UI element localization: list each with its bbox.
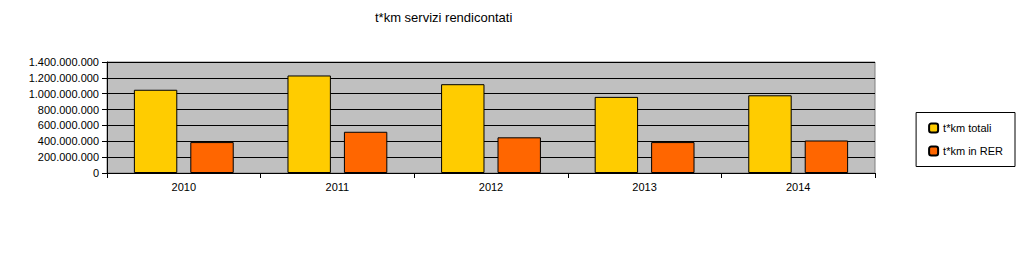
svg-text:800.000.000: 800.000.000 xyxy=(38,104,99,116)
svg-text:t*km in RER: t*km in RER xyxy=(943,145,1003,157)
svg-text:2014: 2014 xyxy=(786,181,810,193)
svg-text:2012: 2012 xyxy=(479,181,503,193)
svg-text:1.400.000.000: 1.400.000.000 xyxy=(29,56,99,68)
svg-text:2011: 2011 xyxy=(326,181,350,193)
svg-text:400.000.000: 400.000.000 xyxy=(38,135,99,147)
svg-text:2013: 2013 xyxy=(632,181,656,193)
svg-text:200.000.000: 200.000.000 xyxy=(38,151,99,163)
svg-text:1.200.000.000: 1.200.000.000 xyxy=(29,72,99,84)
svg-text:2010: 2010 xyxy=(172,181,196,193)
svg-text:t*km totali: t*km totali xyxy=(943,122,991,134)
svg-text:0: 0 xyxy=(93,167,99,179)
svg-text:600.000.000: 600.000.000 xyxy=(38,119,99,131)
svg-text:t*km servizi rendicontati: t*km servizi rendicontati xyxy=(375,10,512,25)
svg-text:1.000.000.000: 1.000.000.000 xyxy=(29,88,99,100)
